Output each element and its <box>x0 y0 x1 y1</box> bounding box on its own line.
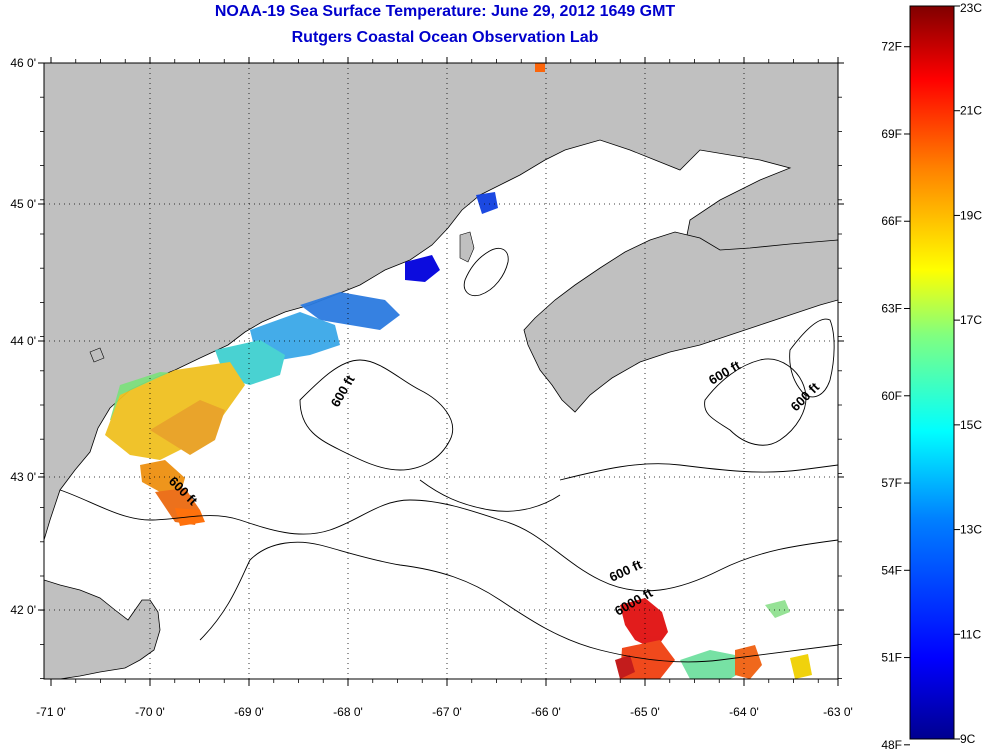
colorbar-f-label: 51F <box>881 651 902 665</box>
colorbar-c-label: 15C <box>960 418 982 432</box>
colorbar-c-label: 9C <box>960 732 976 746</box>
lat-tick-label: 44 0' <box>10 334 36 348</box>
lon-tick-label: -70 0' <box>135 705 165 719</box>
lon-tick-label: -66 0' <box>531 705 561 719</box>
lon-tick-label: -68 0' <box>333 705 363 719</box>
colorbar-f-label: 57F <box>881 476 902 490</box>
lon-tick-group: -71 0' -70 0' -69 0' -68 0' -67 0' -66 0' -65 … <box>36 57 853 719</box>
colorbar-c-label: 11C <box>960 627 981 641</box>
lat-tick-group: 46 0' 45 0' 44 0' 43 0' 42 0' <box>10 56 844 679</box>
colorbar-c-label: 21C <box>960 104 982 118</box>
colorbar-f-label: 72F <box>881 40 902 54</box>
land-cape-cod <box>44 579 161 679</box>
lon-tick-label: -71 0' <box>36 705 66 719</box>
lat-tick-label: 46 0' <box>10 56 36 70</box>
lat-tick-label: 42 0' <box>10 603 36 617</box>
colorbar-f-label: 63F <box>881 302 902 316</box>
land-grand-manan <box>459 231 475 263</box>
lon-tick-label: -64 0' <box>729 705 759 719</box>
colorbar-c-label: 23C <box>960 1 982 15</box>
sst-patches <box>105 63 812 679</box>
colorbar-f-label: 48F <box>881 738 902 752</box>
colorbar-c-label: 13C <box>960 523 982 537</box>
colorbar <box>909 5 955 740</box>
lat-tick-label: 43 0' <box>10 470 36 484</box>
colorbar-f-label: 60F <box>881 389 902 403</box>
lat-tick-label: 45 0' <box>10 197 36 211</box>
map-subtitle: Rutgers Coastal Ocean Observation Lab <box>291 29 599 46</box>
colorbar-c-label: 17C <box>960 313 982 327</box>
lon-tick-label: -63 0' <box>823 705 853 719</box>
contour-lines <box>59 247 838 663</box>
colorbar-f-label: 66F <box>881 214 902 228</box>
lon-tick-label: -67 0' <box>432 705 462 719</box>
lon-tick-label: -65 0' <box>630 705 660 719</box>
colorbar-c-label: 19C <box>960 208 982 222</box>
lon-tick-label: -69 0' <box>234 705 264 719</box>
colorbar-f-label: 69F <box>881 127 902 141</box>
colorbar-tick-group: 23C 21C 19C 17C 15C 13C 11C 9C 72F 69F 66F 63F 60F 57… <box>881 1 982 752</box>
land-nova-scotia <box>523 231 838 413</box>
colorbar-f-label: 54F <box>881 563 902 577</box>
land-island-01 <box>89 347 105 363</box>
map-title: NOAA-19 Sea Surface Temperature: June 29… <box>214 3 676 20</box>
